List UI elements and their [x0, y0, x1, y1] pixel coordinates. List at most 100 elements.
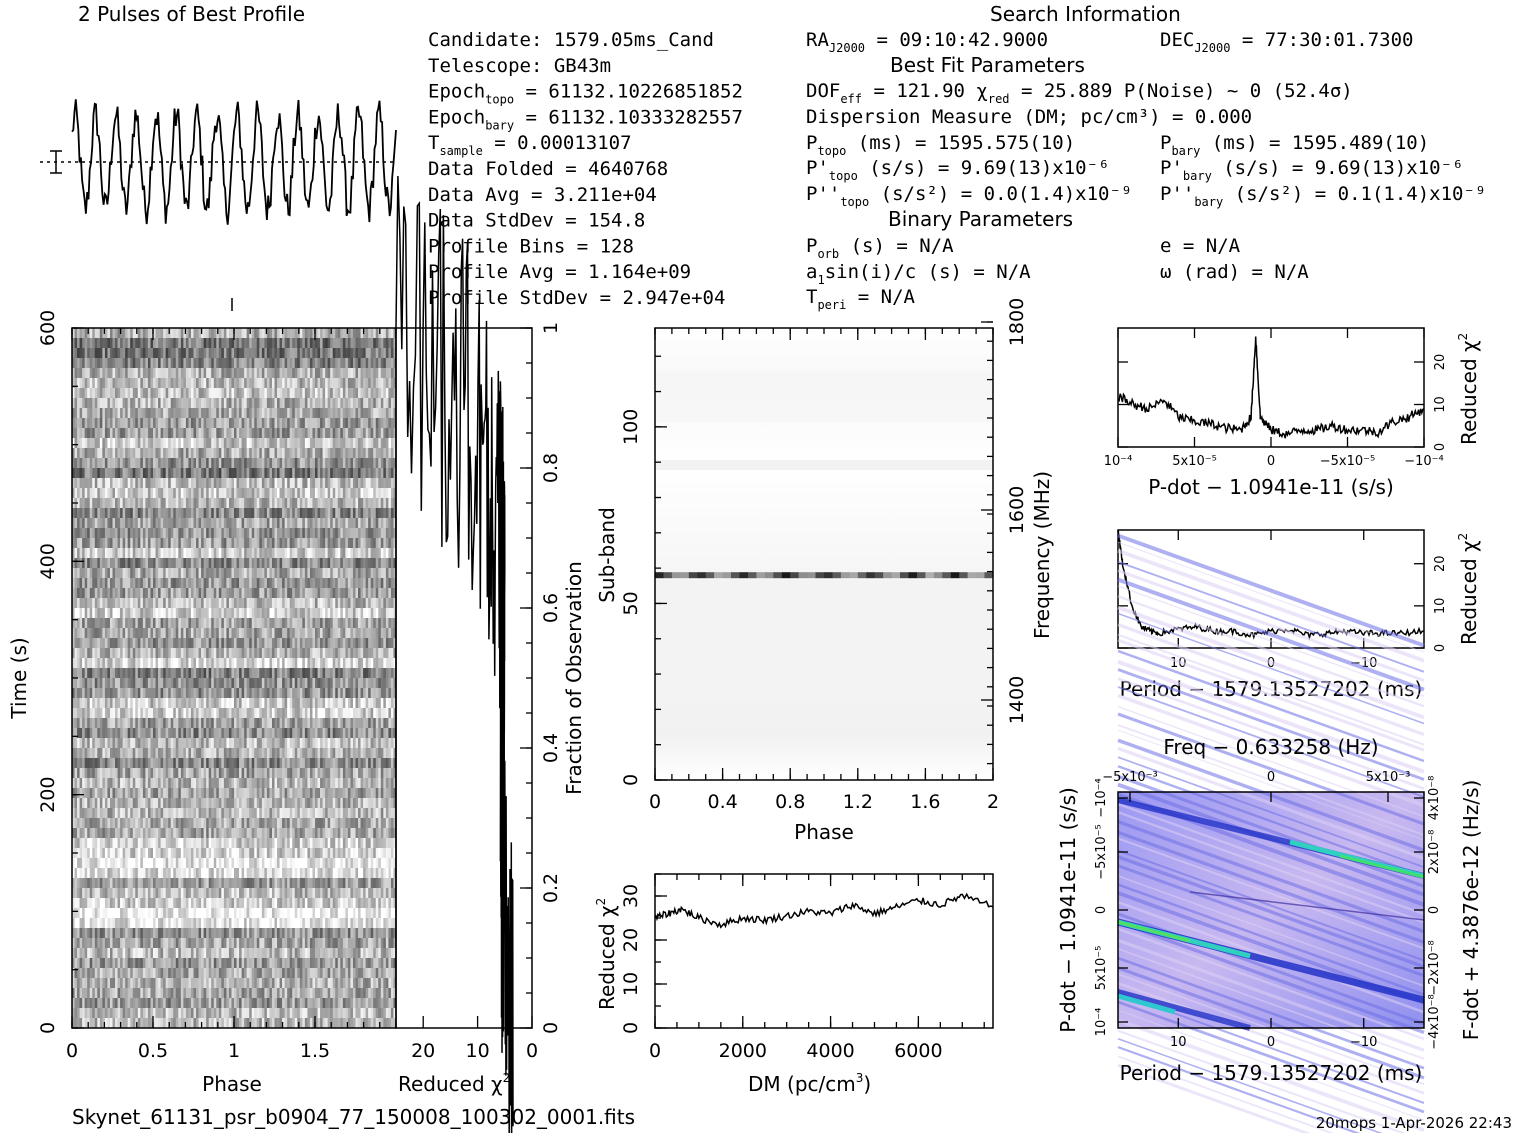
- tick-label: 1800: [1006, 298, 1028, 346]
- sb-ylabel: Sub-band: [595, 507, 619, 603]
- time-phase-plot: 0 0.5 1 1.5 0 200 400 600 Phase Time (s): [7, 310, 397, 1096]
- tick-label: 2x10⁻⁸: [1427, 830, 1442, 875]
- tick-label: −2x10⁻⁸: [1427, 940, 1442, 995]
- tc-ylabel: Fraction of Observation: [562, 561, 586, 795]
- tick-label: 0.6: [540, 593, 562, 623]
- tick-label: 0.8: [540, 453, 562, 483]
- info-left-line: Profile Avg = 1.164e+09: [428, 261, 691, 283]
- info-left-line: Candidate: 1579.05ms_Cand: [428, 29, 714, 51]
- pdot-chi2-line: [1117, 336, 1425, 439]
- info-left-line: Data Folded = 4640768: [428, 158, 668, 180]
- dm-chi2-line: [654, 892, 994, 929]
- pr-ylabel: Reduced χ2: [1456, 533, 1481, 645]
- tick-label: 30: [620, 884, 642, 908]
- tp-ylabel: Time (s): [7, 637, 31, 719]
- ra-line: RAJ2000 = 09:10:42.9000: [806, 29, 1048, 55]
- tick-label: 0: [649, 1040, 661, 1062]
- tick-label: 0.4: [540, 733, 562, 763]
- tick-label: 10: [1433, 396, 1448, 413]
- pp-y2label: F-dot + 4.3876e-12 (Hz/s): [1459, 780, 1483, 1041]
- tick-label: 0: [649, 791, 661, 813]
- info-left-line: Tsample = 0.00013107: [428, 132, 632, 158]
- tick-label: 0.2: [540, 873, 562, 903]
- tick-label: 20: [411, 1040, 435, 1062]
- pdbary-line: P'bary (s/s) = 9.69(13)x10⁻⁶: [1160, 157, 1463, 183]
- tick-label: 0: [1267, 454, 1275, 469]
- tick-label: 10: [620, 972, 642, 996]
- tick-label: 1.5: [300, 1040, 330, 1062]
- info-left-line: Telescope: GB43m: [428, 55, 611, 77]
- omega-line: ω (rad) = N/A: [1160, 261, 1309, 283]
- tick-label: 0: [37, 1022, 59, 1034]
- info-left-line: Epochbary = 61132.10333282557: [428, 106, 743, 132]
- tick-label: 6000: [894, 1040, 942, 1062]
- tick-label: 2000: [719, 1040, 767, 1062]
- tick-label: 0: [620, 1022, 642, 1034]
- tick-label: 4000: [806, 1040, 854, 1062]
- tick-label: 1: [540, 322, 562, 334]
- tick-label: 1.6: [910, 791, 940, 813]
- profile-line: [71, 99, 397, 225]
- tick-label: 0: [1433, 443, 1448, 451]
- tick-label: 0: [540, 1022, 562, 1034]
- tick-label: 10⁻⁴: [1094, 1008, 1109, 1037]
- tick-label: 0: [66, 1040, 78, 1062]
- tick-label: 20: [1433, 555, 1448, 572]
- tick-label: 0.5: [138, 1040, 168, 1062]
- tick-label: 2: [987, 791, 999, 813]
- tick-label: 50: [620, 591, 642, 615]
- tick-label: −10⁻⁴: [1404, 454, 1444, 469]
- pdtopo-line: P'topo (s/s) = 9.69(13)x10⁻⁶: [806, 157, 1109, 183]
- tick-label: 1: [228, 1040, 240, 1062]
- candidate-info: Candidate: 1579.05ms_Cand Telescope: GB43…: [428, 29, 743, 309]
- sb-y2label: Frequency (MHz): [1030, 471, 1054, 639]
- tick-label: −4x10⁻⁸: [1427, 994, 1442, 1049]
- pddbary-line: P''bary (s/s²) = 0.1(1.4)x10⁻⁹: [1160, 183, 1486, 209]
- time-chi2-plot: 20 10 00 0.2 0.4 0.6 0.8 1 Reduced χ2 Fraction …: [395, 175, 586, 1133]
- best-fit-title: Best Fit Parameters: [890, 53, 1085, 77]
- tick-label: 10: [466, 1040, 490, 1062]
- footer-filename: Skynet_61131_psr_b0904_77_150008_100302_…: [72, 1105, 635, 1129]
- tick-label: 0: [1267, 1035, 1275, 1050]
- dm-line-text: Dispersion Measure (DM; pc/cm³) = 0.000: [806, 106, 1252, 128]
- tp-xlabel: Phase: [202, 1072, 262, 1096]
- tick-label: 5x10⁻⁵: [1172, 454, 1217, 469]
- search-info-title: Search Information: [990, 2, 1181, 26]
- porb-line: Porb (s) = N/A: [806, 235, 954, 261]
- tick-label: −5x10⁻³: [1102, 770, 1157, 785]
- pdot-period-plot: 10 0 −10 −5x10⁻³ 0 5x10⁻³ 10⁻⁴ 5x10⁻⁵ 0 −5x10⁻⁵ −1…: [1056, 533, 1483, 1133]
- tick-label: −10⁻⁴: [1094, 778, 1109, 818]
- tick-label: 0: [1427, 906, 1442, 914]
- dm-ylabel: Reduced χ2: [594, 898, 619, 1010]
- tick-label: 5x10⁻⁵: [1094, 946, 1109, 991]
- bary-info: DECJ2000 = 77:30:01.7300 Pbary (ms) = 159…: [1160, 29, 1486, 283]
- tick-label: 10: [1433, 598, 1448, 615]
- asini-line: a1sin(i)/c (s) = N/A: [806, 261, 1031, 287]
- tick-label: −5x10⁻⁵: [1320, 454, 1375, 469]
- tick-label: 10: [1170, 1035, 1187, 1050]
- binary-title: Binary Parameters: [888, 207, 1073, 231]
- tick-label: 0.4: [707, 791, 737, 813]
- pp-title: Freq − 0.633258 (Hz): [1163, 735, 1378, 759]
- tick-label: 100: [620, 409, 642, 445]
- tick-label: −5x10⁻⁵: [1094, 824, 1109, 879]
- pd-xlabel: P-dot − 1.0941e-11 (s/s): [1148, 475, 1394, 499]
- tick-label: 1.2: [843, 791, 873, 813]
- tick-label: 5x10⁻³: [1366, 770, 1411, 785]
- profile-title: 2 Pulses of Best Profile: [78, 2, 305, 26]
- period-chi2-line: [1117, 529, 1425, 641]
- ptopo-line: Ptopo (ms) = 1595.575(10): [806, 132, 1075, 158]
- time-chi2-line: [395, 175, 514, 1133]
- tick-label: 4x10⁻⁸: [1427, 776, 1442, 821]
- tick-label: 200: [37, 777, 59, 813]
- tick-label: 0: [1094, 906, 1109, 914]
- info-left-line: Epochtopo = 61132.10226851852: [428, 81, 743, 107]
- tick-label: 0: [526, 1040, 538, 1062]
- ecc-line: e = N/A: [1160, 235, 1241, 257]
- tick-label: 20: [620, 928, 642, 952]
- tperi-line: Tperi = N/A: [806, 286, 916, 312]
- dof-line: DOFeff = 121.90 χred = 25.889 P(Noise) ~…: [806, 80, 1353, 106]
- footer-stamp: 20mops 1-Apr-2026 22:43: [1316, 1114, 1512, 1132]
- pbary-line: Pbary (ms) = 1595.489(10): [1160, 132, 1429, 158]
